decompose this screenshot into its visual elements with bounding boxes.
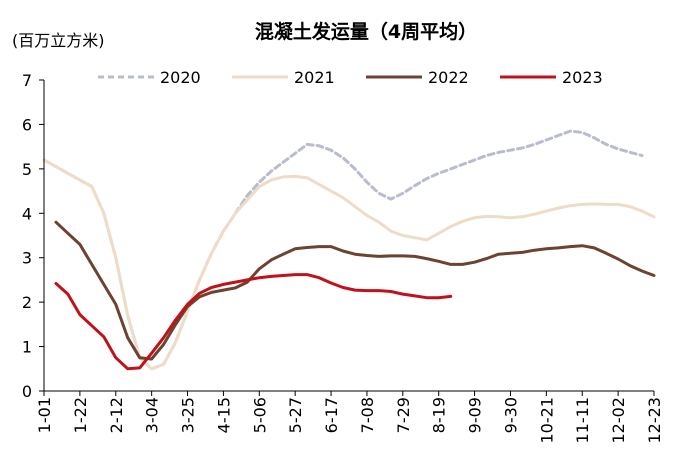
x-tick-label: 1-01 xyxy=(35,397,54,433)
x-tick-label: 11-11 xyxy=(573,397,592,444)
x-tick-label: 4-15 xyxy=(214,397,233,433)
legend-label-2022: 2022 xyxy=(428,68,469,87)
x-tick-label: 3-04 xyxy=(143,397,162,433)
legend-label-2020: 2020 xyxy=(160,68,201,87)
x-tick-label: 9-09 xyxy=(466,397,485,433)
x-tick-label: 5-27 xyxy=(286,397,305,433)
y-tick-label: 3 xyxy=(22,249,32,268)
axes: 0 1 2 3 4 5 6 7 1-01 1-22 2-12 3-04 3-25 4-15 5-06 5-27… xyxy=(22,71,664,444)
legend-label-2021: 2021 xyxy=(294,68,335,87)
series-layer xyxy=(42,129,656,371)
x-tick-label: 10-21 xyxy=(537,397,556,444)
chart-title: 混凝土发运量（4周平均） xyxy=(255,20,477,43)
x-tick-label: 7-08 xyxy=(358,397,377,433)
series-line-2021 xyxy=(42,158,656,371)
y-tick-label: 7 xyxy=(22,71,32,90)
x-tick-label: 8-19 xyxy=(430,397,449,433)
y-tick-label: 6 xyxy=(22,115,32,134)
legend-label-2023: 2023 xyxy=(562,68,603,87)
x-tick-label: 3-25 xyxy=(179,397,198,433)
x-tick-label: 12-02 xyxy=(609,397,628,444)
y-tick-label: 0 xyxy=(22,382,32,401)
y-tick-label: 1 xyxy=(22,338,32,357)
legend: 2020 2021 2022 2023 xyxy=(98,68,603,87)
y-tick-label: 5 xyxy=(22,160,32,179)
y-tick-label: 4 xyxy=(22,204,32,223)
x-tick-label: 6-17 xyxy=(322,397,341,433)
series-line-2020 xyxy=(42,129,644,371)
y-axis-unit-label: (百万立方米) xyxy=(12,31,105,50)
series-line-2023 xyxy=(54,273,453,371)
x-tick-label: 2-12 xyxy=(107,397,126,433)
x-tick-label: 9-30 xyxy=(501,397,520,433)
x-tick-label: 1-22 xyxy=(71,397,90,433)
series-line-2022 xyxy=(54,220,656,361)
x-tick-label: 12-23 xyxy=(645,397,664,444)
y-tick-label: 2 xyxy=(22,293,32,312)
x-tick-label: 7-29 xyxy=(394,397,413,433)
x-tick-label: 5-06 xyxy=(250,397,269,433)
